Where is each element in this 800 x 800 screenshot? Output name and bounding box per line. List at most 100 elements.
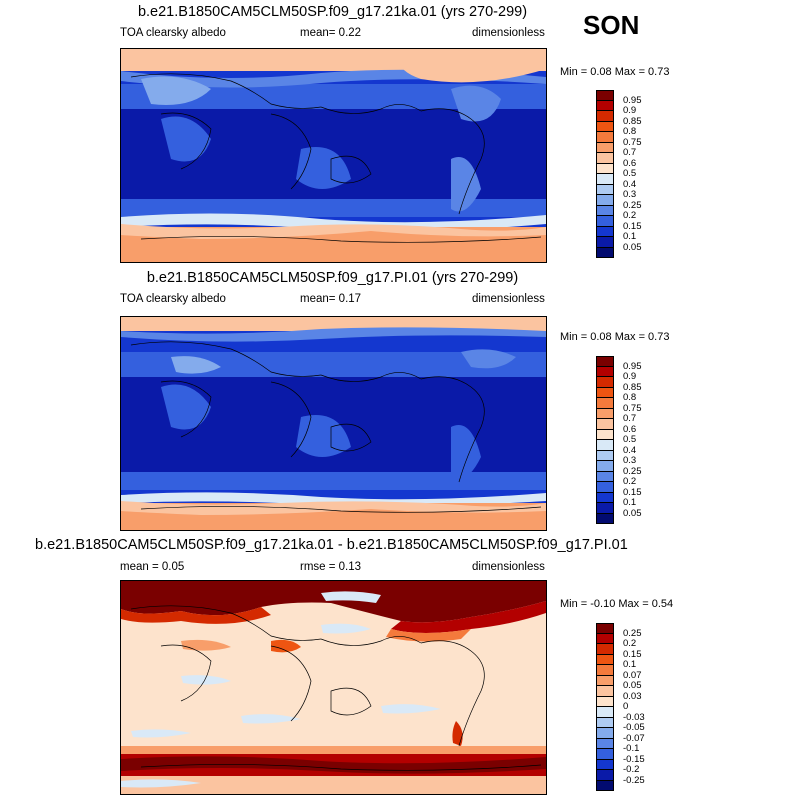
colorbar-tick-label: 0.25 — [623, 199, 642, 211]
colorbar-tick-label: 0.9 — [623, 371, 637, 382]
colorbar-swatch — [596, 429, 614, 440]
colorbar-swatch — [596, 90, 614, 101]
colorbar-tick-label: 0.2 — [623, 210, 637, 221]
panel-3-colorbar: 0.25 0.2 0.15 0.1 0.07 0.05 0.03 0 -0.03 -0.05 -0.… — [596, 623, 645, 791]
colorbar-swatch — [596, 174, 614, 185]
colorbar-swatch — [596, 142, 614, 153]
colorbar-tick-label: 0 — [623, 701, 629, 712]
panel-3-map — [120, 580, 547, 795]
colorbar-tick-label: -0.1 — [623, 743, 640, 754]
colorbar-tick-label: 0.75 — [623, 402, 642, 414]
panel-3-rmse-label: rmse = 0.13 — [300, 561, 362, 573]
panel-3-title: b.e21.B1850CAM5CLM50SP.f09_g17.21ka.01 -… — [35, 537, 628, 553]
panel-3-units-label: dimensionless — [472, 561, 545, 573]
colorbar-tick-label: 0.15 — [623, 648, 642, 660]
colorbar-swatch — [596, 450, 614, 461]
colorbar-tick-label: 0.05 — [623, 680, 642, 691]
colorbar-swatch — [596, 387, 614, 398]
colorbar-swatch — [596, 237, 614, 248]
colorbar-tick-label: 0.2 — [623, 638, 637, 649]
colorbar-tick-label: -0.15 — [623, 753, 645, 765]
panel-1-variable-label: TOA clearsky albedo — [120, 27, 226, 39]
panel-2-map — [120, 316, 547, 531]
colorbar-swatch — [596, 644, 614, 655]
colorbar-tick-label: 0.4 — [623, 178, 637, 190]
colorbar-tick-label: 0.85 — [623, 381, 642, 393]
panel-2-colorbar: 0.95 0.9 0.85 0.8 0.75 0.7 0.6 0.5 0.4 0.3 0.25 0.2… — [596, 356, 642, 524]
colorbar-tick-label: 0.9 — [623, 105, 637, 116]
colorbar-swatch — [596, 633, 614, 644]
colorbar-swatch — [596, 675, 614, 686]
panel-1-title: b.e21.B1850CAM5CLM50SP.f09_g17.21ka.01 (… — [137, 4, 528, 20]
colorbar-tick-label: 0.4 — [623, 444, 637, 456]
colorbar-tick-label: 0.8 — [623, 126, 637, 137]
colorbar-tick-label: -0.2 — [623, 764, 640, 775]
colorbar-tick-label: 0.3 — [623, 189, 637, 200]
colorbar-tick-label: 0.7 — [623, 413, 637, 424]
colorbar-swatch — [596, 749, 614, 760]
colorbar-swatch — [596, 686, 614, 697]
colorbar-swatch — [596, 205, 614, 216]
colorbar-swatch — [596, 216, 614, 227]
colorbar-swatch — [596, 780, 614, 791]
panel-2-mean-label: mean= 0.17 — [300, 293, 362, 305]
colorbar-tick-label: 0.15 — [623, 220, 642, 232]
colorbar-tick-label: -0.05 — [623, 722, 645, 733]
colorbar-swatch — [596, 770, 614, 781]
colorbar-tick-label: 0.3 — [623, 455, 637, 466]
colorbar-swatch — [596, 111, 614, 122]
colorbar-swatch — [596, 100, 614, 111]
colorbar-swatch — [596, 623, 614, 634]
colorbar-swatch — [596, 226, 614, 237]
colorbar-swatch — [596, 461, 614, 472]
colorbar-tick-label: 0.75 — [623, 136, 642, 148]
colorbar-swatch — [596, 163, 614, 174]
season-label: SON — [583, 10, 640, 40]
panel-1-units-label: dimensionless — [472, 27, 545, 39]
panel-2-units-label: dimensionless — [472, 293, 545, 305]
colorbar-tick-label: 0.2 — [623, 476, 637, 487]
colorbar-tick-label: 0.95 — [623, 94, 642, 106]
colorbar-tick-label: 0.25 — [623, 627, 642, 639]
colorbar-tick-label: 0.05 — [623, 507, 642, 519]
colorbar-swatch — [596, 398, 614, 409]
panel-1-mean-label: mean= 0.22 — [300, 27, 362, 39]
colorbar-swatch — [596, 153, 614, 164]
colorbar-swatch — [596, 377, 614, 388]
colorbar-swatch — [596, 121, 614, 132]
colorbar-swatch — [596, 184, 614, 195]
colorbar-swatch — [596, 492, 614, 503]
colorbar-swatch — [596, 503, 614, 514]
colorbar-swatch — [596, 356, 614, 367]
colorbar-tick-label: -0.25 — [623, 774, 645, 786]
colorbar-tick-label: 0.6 — [623, 157, 637, 169]
colorbar-swatch — [596, 654, 614, 665]
panel-2-title: b.e21.B1850CAM5CLM50SP.f09_g17.PI.01 (yr… — [146, 270, 519, 286]
colorbar-tick-label: -0.03 — [623, 711, 645, 723]
colorbar-tick-label: 0.1 — [623, 497, 637, 508]
colorbar-swatch — [596, 366, 614, 377]
colorbar-tick-label: 0.05 — [623, 241, 642, 253]
colorbar-swatch — [596, 195, 614, 206]
colorbar-tick-label: -0.07 — [623, 732, 645, 744]
colorbar-swatch — [596, 665, 614, 676]
colorbar-swatch — [596, 132, 614, 143]
panel-3-mean-label: mean = 0.05 — [120, 561, 185, 573]
colorbar-swatch — [596, 738, 614, 749]
colorbar-tick-label: 0.1 — [623, 659, 637, 670]
colorbar-swatch — [596, 482, 614, 493]
colorbar-swatch — [596, 419, 614, 430]
colorbar-swatch — [596, 513, 614, 524]
colorbar-swatch — [596, 759, 614, 770]
panel-1-colorbar: 0.95 0.9 0.85 0.8 0.75 0.7 0.6 0.5 0.4 0.3 0.25 0.2… — [596, 90, 642, 258]
colorbar-tick-label: 0.5 — [623, 434, 637, 445]
colorbar-tick-label: 0.15 — [623, 486, 642, 498]
colorbar-swatch — [596, 717, 614, 728]
colorbar-swatch — [596, 728, 614, 739]
colorbar-tick-label: 0.25 — [623, 465, 642, 477]
colorbar-tick-label: 0.5 — [623, 168, 637, 179]
colorbar-tick-label: 0.6 — [623, 423, 637, 435]
colorbar-tick-label: 0.07 — [623, 669, 642, 681]
colorbar-swatch — [596, 707, 614, 718]
colorbar-tick-label: 0.1 — [623, 231, 637, 242]
